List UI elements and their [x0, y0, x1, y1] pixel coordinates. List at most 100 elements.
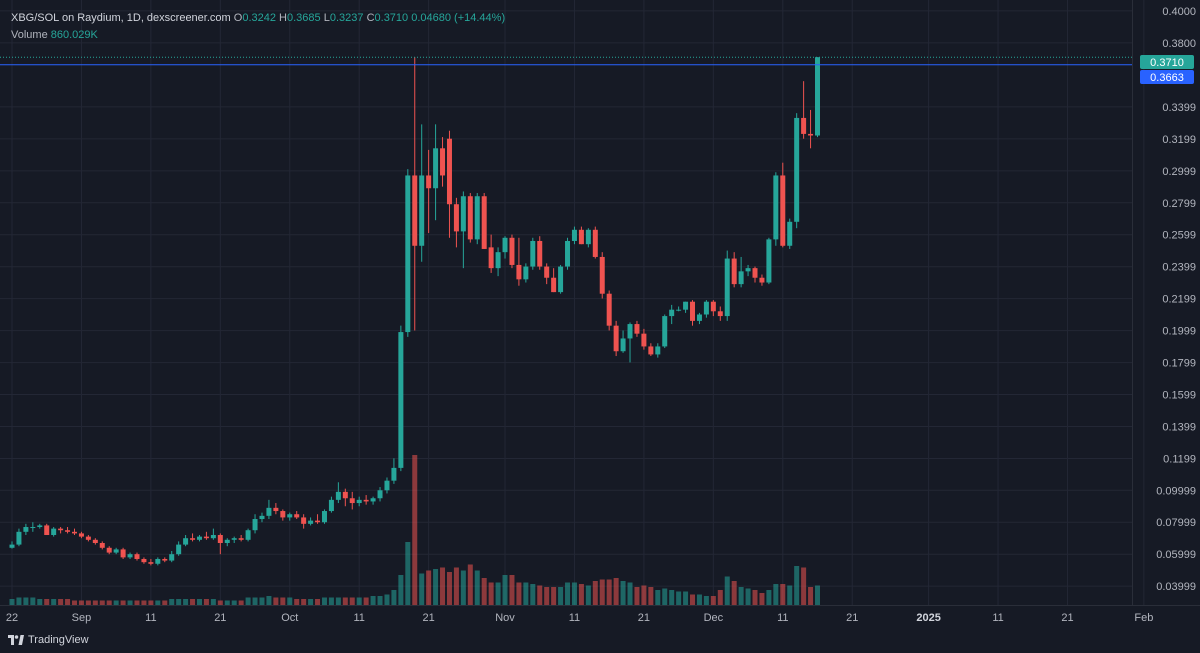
candle-body: [717, 311, 723, 317]
x-tick-label: 11: [145, 612, 156, 624]
candle-body: [30, 527, 36, 529]
volume-bar: [273, 597, 279, 605]
volume-bar: [183, 599, 189, 605]
candle-body: [495, 252, 501, 269]
volume-bar: [599, 579, 605, 605]
volume-bar: [745, 588, 751, 605]
y-tick-label: 0.3199: [1162, 134, 1196, 146]
candle-body: [662, 316, 668, 347]
volume-bar: [217, 600, 223, 605]
candle-body: [745, 268, 751, 272]
volume-bar: [794, 566, 800, 605]
y-tick-label: 0.1199: [1163, 453, 1196, 465]
volume-bar: [523, 582, 529, 605]
y-tick-label: 0.05999: [1156, 549, 1196, 561]
volume-bar: [106, 600, 112, 605]
y-tick-label: 0.2599: [1162, 230, 1196, 242]
candle-body: [92, 539, 98, 543]
candle-body: [648, 346, 654, 355]
volume-bar: [759, 593, 765, 605]
candle-body: [488, 247, 494, 269]
volume-bar: [787, 585, 793, 605]
volume-bar: [537, 585, 543, 605]
low-key: L: [323, 12, 330, 24]
x-tick-label: Sep: [72, 612, 92, 624]
candle-body: [440, 148, 446, 176]
price-line-layer: [0, 56, 1132, 66]
volume-bar: [58, 599, 64, 605]
volume-bar: [752, 590, 758, 605]
candle-body: [641, 333, 647, 347]
volume-bar: [315, 599, 321, 605]
volume-bar: [335, 597, 341, 605]
volume-bar: [571, 582, 577, 605]
volume-bar: [801, 567, 807, 605]
change-value: 0.04680 (+14.44%): [411, 12, 506, 24]
candle-body: [23, 527, 29, 532]
candle-body: [238, 538, 244, 540]
volume-bar: [488, 582, 494, 605]
candle-body: [683, 301, 689, 310]
candle-body: [363, 499, 369, 502]
candle-body: [169, 554, 175, 561]
candle-body: [398, 332, 404, 468]
candle-body: [217, 535, 223, 543]
low-value: 0.3237: [329, 12, 364, 24]
volume-bar: [815, 585, 821, 605]
volume-bar: [384, 594, 390, 605]
candle-body: [405, 175, 411, 333]
volume-bar: [481, 578, 487, 605]
candle-body: [315, 520, 321, 523]
volume-bar: [724, 576, 730, 605]
volume-bar: [196, 599, 202, 605]
candle-body: [287, 514, 293, 518]
x-tick-label: 21: [214, 612, 226, 624]
candle-body: [738, 271, 744, 285]
volume-bar: [613, 578, 619, 605]
volume-bar: [544, 587, 550, 605]
candle-body: [162, 558, 168, 561]
volume-bar: [460, 570, 466, 605]
high-key: H: [279, 12, 287, 24]
candle-body: [252, 519, 258, 531]
volume-bar: [731, 581, 737, 605]
volume-layer: [9, 455, 821, 605]
y-tick-label: 0.1399: [1162, 422, 1196, 434]
candle-body: [231, 538, 237, 540]
volume-bar: [176, 599, 182, 605]
price-label-box: [1140, 70, 1194, 84]
candle-body: [710, 301, 716, 312]
x-tick-label: 11: [353, 612, 364, 624]
candle-body: [44, 525, 50, 536]
volume-bar: [342, 597, 348, 605]
candle-body: [266, 507, 272, 516]
volume-bar: [453, 567, 459, 605]
candle-body: [759, 277, 765, 283]
candle-body: [9, 544, 15, 548]
x-tick-label: 11: [992, 612, 1003, 624]
candle-body: [453, 204, 459, 232]
volume-bar: [127, 600, 133, 605]
candle-body: [669, 309, 675, 317]
candle-body: [794, 117, 800, 222]
close-value: 0.3710: [374, 12, 409, 24]
axis-layer: 0.4000 0.3800 0.3399 0.3199 0.2999 0.2799 0.25…: [0, 0, 1200, 624]
volume-bar: [690, 594, 696, 605]
volume-bar: [51, 599, 57, 605]
volume-row: Volume 860.029K: [11, 27, 505, 44]
price-label-text: 0.3710: [1150, 57, 1184, 69]
volume-bar: [280, 597, 286, 605]
y-tick-label: 0.07999: [1156, 517, 1196, 529]
candle-body: [516, 264, 522, 280]
volume-bar: [620, 581, 626, 605]
candle-body: [544, 266, 550, 278]
candle-body: [106, 547, 112, 553]
volume-bar: [648, 587, 654, 605]
volume-bar: [606, 579, 612, 605]
candle-body: [113, 549, 119, 553]
y-tick-label: 0.2199: [1162, 294, 1196, 306]
volume-bar: [676, 591, 682, 605]
candle-body: [155, 558, 161, 564]
volume-bar: [308, 599, 314, 605]
volume-bar: [252, 597, 258, 605]
